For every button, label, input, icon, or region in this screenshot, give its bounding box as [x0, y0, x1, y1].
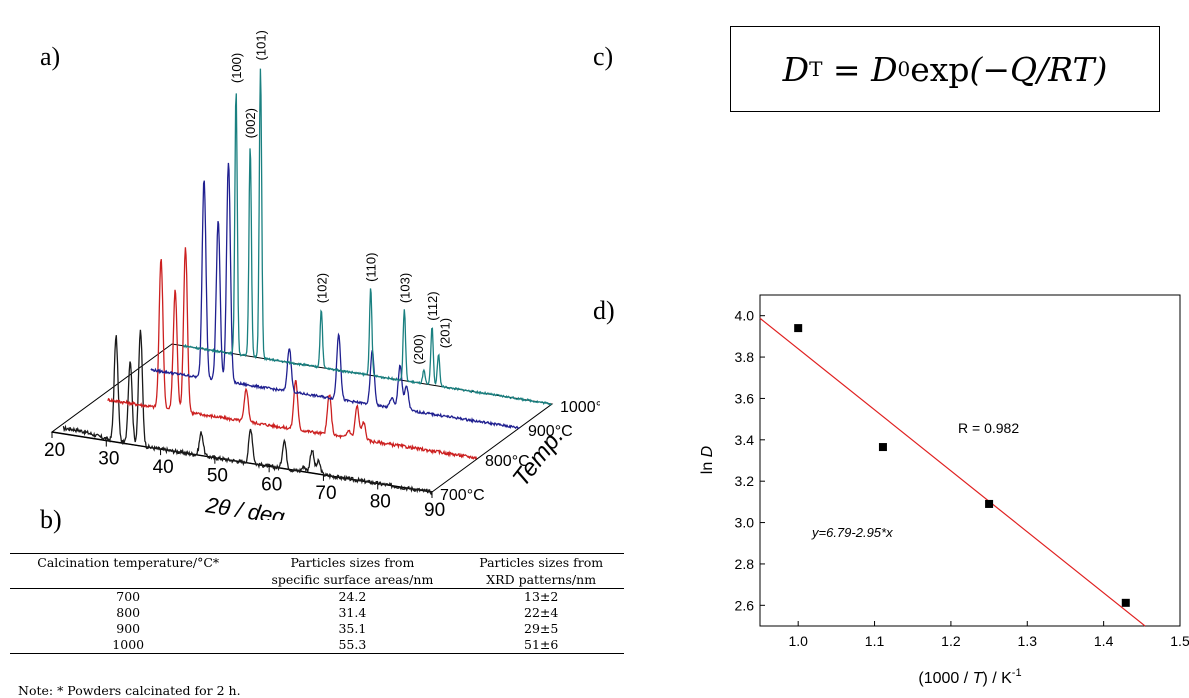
x-tick-label: 20 [44, 440, 65, 461]
x-tick-label: 1.2 [941, 633, 961, 649]
r-annotation: R = 0.982 [958, 420, 1019, 436]
peak-label: (100) [229, 53, 244, 83]
eq-lhs: D [782, 49, 810, 89]
table-row: 700 24.2 13±2 [10, 589, 624, 606]
y-tick-label: 3.4 [735, 432, 755, 448]
data-point [878, 443, 887, 452]
data-point [1121, 598, 1130, 607]
table-row: 1000 55.3 51±6 [10, 637, 624, 654]
temperature-label: 1000°C [560, 399, 600, 416]
y-tick-label: 3.8 [735, 349, 755, 365]
temperature-label: 900°C [528, 423, 573, 440]
table-header-row: specific surface areas/nm XRD patterns/n… [10, 571, 624, 589]
table-cell: 13±2 [524, 589, 559, 604]
data-point [985, 499, 994, 508]
table-header: Particles sizes from [458, 553, 624, 571]
fit-line [759, 317, 1146, 627]
table-cell: 35.1 [338, 621, 367, 636]
peak-label: (002) [243, 108, 258, 138]
panel-label-a: a) [40, 42, 61, 71]
x-tick-label: 70 [315, 483, 336, 504]
y-tick-label: 3.0 [735, 515, 755, 531]
eq-rhs-sub: 0 [897, 57, 911, 81]
eq-arg: (−Q/RT) [969, 49, 1108, 89]
particle-size-table: Calcination temperature/°C* Particles si… [10, 553, 624, 654]
x-tick-label: 1.5 [1170, 633, 1189, 649]
eq-lhs-sub: T [809, 57, 823, 81]
table-cell: 900 [116, 621, 141, 636]
table-cell: 1000 [10, 637, 247, 654]
xrd-series-line [182, 68, 552, 406]
x-tick-label: 50 [207, 466, 228, 487]
table-header-row: Calcination temperature/°C* Particles si… [10, 553, 624, 571]
table-row: 900 35.1 29±5 [10, 621, 624, 637]
plot-frame [759, 294, 1181, 627]
table-cell: 700 [116, 589, 141, 604]
xrd-series-line [62, 329, 433, 496]
data-point [794, 324, 803, 333]
x-tick-label: 30 [98, 449, 119, 470]
table-header: Particles sizes from [246, 553, 459, 571]
y-tick-label: 3.2 [735, 473, 755, 489]
xrd-series-line [150, 162, 521, 430]
x-tick-label: 90 [424, 500, 445, 520]
peak-label: (103) [397, 273, 412, 303]
table-cell: 31.4 [338, 605, 367, 620]
panel-label-c: c) [593, 42, 614, 71]
peak-label: (101) [253, 30, 268, 60]
x-tick-label: 1.0 [788, 633, 808, 649]
table-header: Calcination temperature/°C* [10, 553, 247, 571]
table-cell: 24.2 [338, 589, 367, 604]
peak-label: (201) [438, 318, 453, 348]
x-axis-label: (1000 / T) / K-1 [918, 667, 1021, 687]
x-tick-label: 60 [261, 474, 282, 495]
temperature-label: 700°C [440, 487, 485, 504]
eq-rhs: D [871, 49, 898, 89]
peak-label: (102) [314, 273, 329, 303]
y-tick-label: 2.8 [735, 556, 755, 572]
temperature-label: 800°C [485, 453, 530, 470]
peak-label: (110) [364, 253, 379, 282]
y-axis-label: ln D [699, 445, 716, 474]
panel-label-b: b) [40, 505, 62, 534]
peak-label: (200) [411, 334, 426, 364]
x-tick-label: 1.1 [865, 633, 885, 649]
y-tick-label: 3.6 [735, 390, 755, 406]
table-cell: 55.3 [246, 637, 459, 654]
x-tick-label: 40 [153, 457, 174, 478]
eq-func: exp [910, 49, 970, 89]
table-cell: 51±6 [458, 637, 624, 654]
table-header: specific surface areas/nm [246, 571, 459, 589]
peak-label: (112) [425, 291, 440, 320]
x-tick-label: 1.4 [1094, 633, 1114, 649]
table-cell: 800 [116, 605, 141, 620]
table-cell: 29±5 [524, 621, 559, 636]
panel-label-d: d) [593, 296, 615, 325]
x-tick-label: 80 [370, 491, 391, 512]
table-row: 800 31.4 22±4 [10, 605, 624, 621]
eq-equals: = [822, 49, 872, 89]
table-header [10, 571, 247, 589]
y-tick-label: 4.0 [735, 308, 755, 324]
fit-equation-annotation: y=6.79-2.95*x [811, 525, 893, 540]
x-tick-label: 1.3 [1018, 633, 1038, 649]
table-cell: 22±4 [524, 605, 559, 620]
y-tick-label: 2.6 [735, 597, 755, 613]
table-header: XRD patterns/nm [458, 571, 624, 589]
xrd-series-line [107, 247, 478, 460]
